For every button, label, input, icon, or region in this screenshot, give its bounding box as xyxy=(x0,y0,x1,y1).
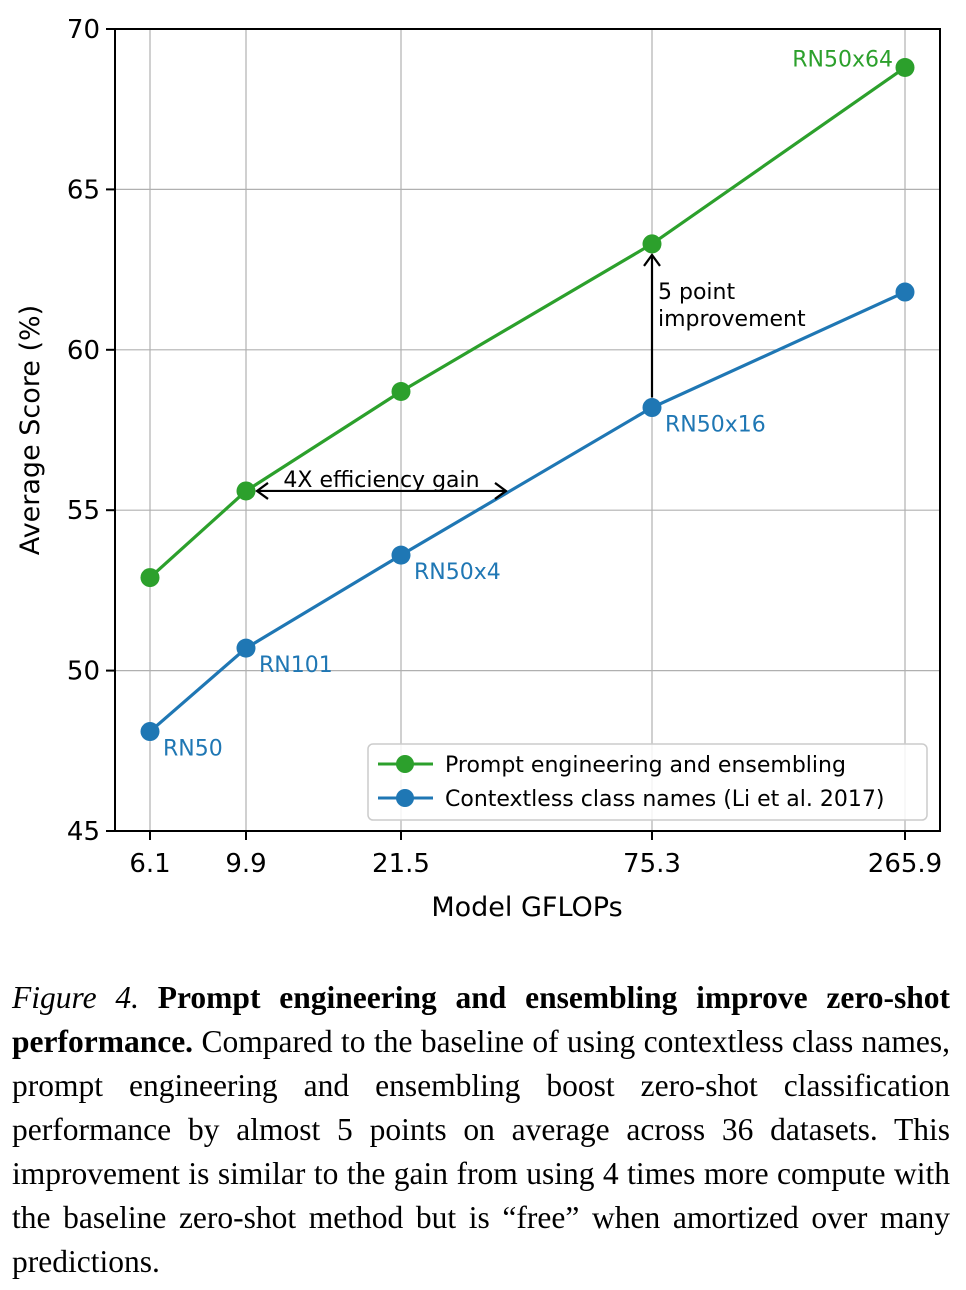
x-tick-label: 265.9 xyxy=(868,849,942,879)
caption-title: Prompt engineering and ensembling improv… xyxy=(12,980,950,1059)
efficiency-annotation: 4X efficiency gain xyxy=(283,468,479,493)
caption-label: Figure 4. xyxy=(12,980,139,1015)
y-tick-label: 65 xyxy=(67,175,100,205)
grid xyxy=(115,28,940,832)
improvement-annotation-line2: improvement xyxy=(658,307,806,332)
caption-text: Compared to the baseline of using contex… xyxy=(12,1024,950,1279)
legend: Prompt engineering and ensembling Contex… xyxy=(367,743,928,821)
series-1-point xyxy=(236,638,256,658)
y-tick-label: 60 xyxy=(67,336,100,366)
x-tick-label: 9.9 xyxy=(225,849,266,879)
legend-marker-contextless xyxy=(396,789,414,807)
point-label: RN101 xyxy=(259,653,333,678)
series-0-point xyxy=(140,568,160,588)
y-tick-label: 70 xyxy=(67,15,100,45)
plot-frame xyxy=(114,28,941,832)
x-tick-label: 21.5 xyxy=(372,849,430,879)
legend-marker-prompt xyxy=(396,755,414,773)
series-1-point xyxy=(391,545,411,565)
point-label: RN50 xyxy=(163,737,223,762)
point-labels: RN50 RN101 RN50x4 RN50x16 RN50x64 xyxy=(163,47,893,761)
y-tick-label: 50 xyxy=(67,657,100,687)
improvement-annotation-line1: 5 point xyxy=(658,280,735,305)
y-axis: 45 50 55 60 65 70 xyxy=(67,15,115,847)
point-label: RN50x64 xyxy=(792,47,893,72)
legend-label-prompt: Prompt engineering and ensembling xyxy=(445,753,846,778)
series-1-point xyxy=(642,398,662,418)
x-tick-label: 6.1 xyxy=(129,849,170,879)
y-tick-label: 45 xyxy=(67,817,100,847)
efficiency-arrowhead-left xyxy=(255,482,269,500)
efficiency-arrowhead-right xyxy=(494,482,508,500)
y-axis-title: Average Score (%) xyxy=(15,305,46,555)
chart: 45 50 55 60 65 70 6.1 9.9 21.5 75.3 265.9 4X effi… xyxy=(15,15,942,923)
series-layer xyxy=(140,57,915,742)
x-tick-label: 75.3 xyxy=(623,849,681,879)
series-0-point xyxy=(236,481,256,501)
y-tick-label: 55 xyxy=(67,496,100,526)
improvement-arrowhead xyxy=(643,253,661,267)
series-1-point xyxy=(895,282,915,302)
legend-box xyxy=(367,743,928,821)
x-axis-title: Model GFLOPs xyxy=(431,892,622,923)
annotations: 4X efficiency gain 5 point improvement xyxy=(255,253,806,500)
x-axis: 6.1 9.9 21.5 75.3 265.9 xyxy=(129,831,942,879)
series-0-point xyxy=(391,382,411,402)
legend-label-contextless: Contextless class names (Li et al. 2017) xyxy=(445,787,884,812)
figure-caption: Figure 4. Prompt engineering and ensembl… xyxy=(12,976,950,1284)
point-label: RN50x16 xyxy=(665,413,766,438)
series-0-point xyxy=(642,234,662,254)
point-label: RN50x4 xyxy=(414,560,501,585)
series-1-point xyxy=(140,722,160,742)
series-0-point xyxy=(895,57,915,77)
